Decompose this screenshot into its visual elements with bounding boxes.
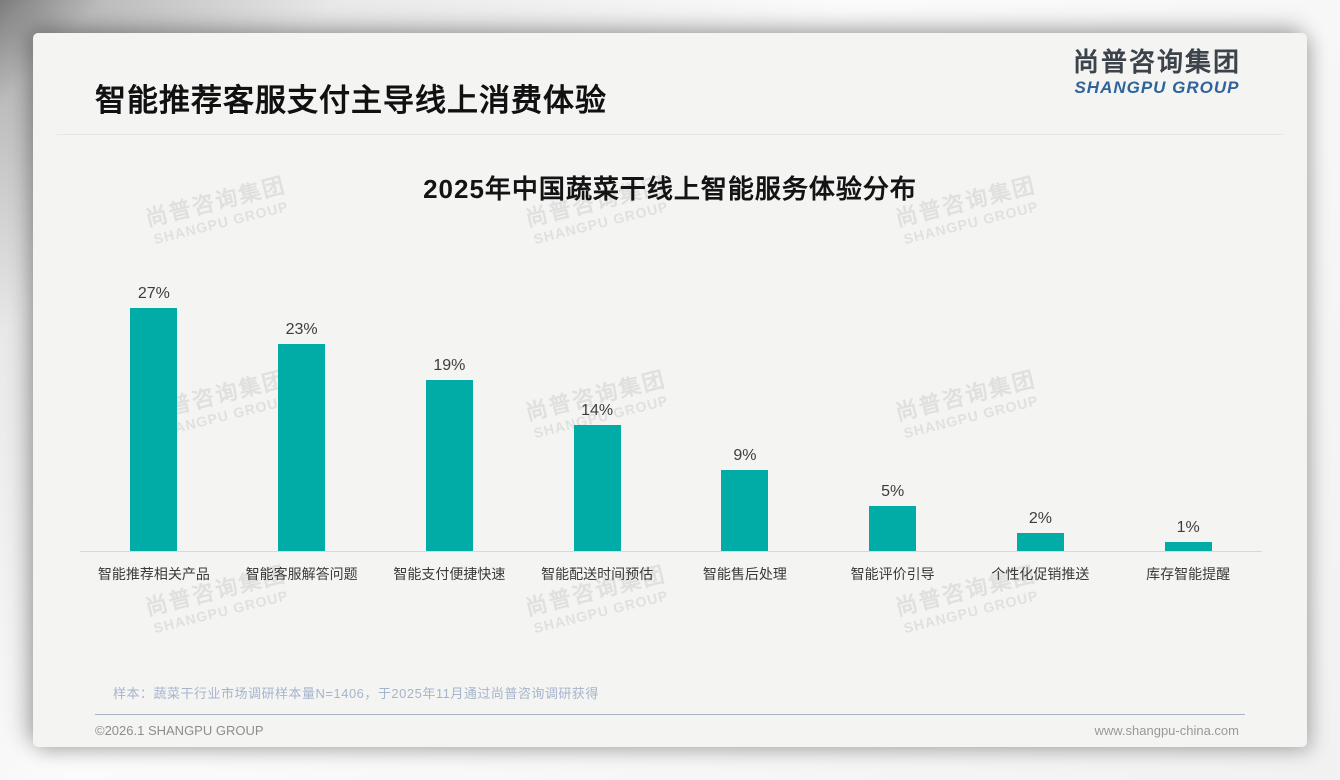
- watermark-english-text: SHANGPU GROUP: [532, 587, 671, 637]
- bar: [573, 425, 621, 551]
- sample-footnote: 样本：蔬菜干行业市场调研样本量N=1406，于2025年11月通过尚普咨询调研获…: [113, 686, 599, 701]
- category-label: 智能售后处理: [702, 566, 787, 582]
- bar: [721, 470, 769, 551]
- category-label: 智能配送时间预估: [541, 566, 654, 582]
- page-title: 智能推荐客服支付主导线上消费体验: [95, 83, 607, 118]
- website-url: www.shangpu-china.com: [1094, 723, 1239, 738]
- bar-chart: 27% 23% 19% 14% 9% 5% 2% 1%: [80, 262, 1262, 552]
- bar-column: 19%: [376, 262, 524, 551]
- bar-value-label: 9%: [733, 447, 757, 464]
- bar-value-label: 5%: [881, 483, 905, 500]
- category-label: 智能支付便捷快速: [393, 566, 506, 582]
- company-logo: 尚普咨询集团 SHANGPU GROUP: [1072, 47, 1241, 97]
- category-label: 智能客服解答问题: [245, 566, 358, 582]
- copyright-text: ©2026.1 SHANGPU GROUP: [95, 723, 264, 738]
- bar: [130, 308, 178, 551]
- bar-value-label: 1%: [1176, 519, 1200, 536]
- category-label: 库存智能提醒: [1146, 566, 1231, 582]
- bar-column: 23%: [228, 262, 376, 551]
- bar-column: 9%: [671, 262, 819, 551]
- bar-value-label: 19%: [433, 357, 466, 374]
- watermark-english-text: SHANGPU GROUP: [152, 587, 291, 637]
- bar-value-label: 2%: [1028, 510, 1052, 527]
- bar-column: 14%: [523, 262, 671, 551]
- category-label: 智能推荐相关产品: [97, 566, 210, 582]
- bar-value-label: 27%: [137, 285, 170, 302]
- bar: [278, 344, 326, 551]
- category-label: 智能评价引导: [850, 566, 935, 582]
- category-labels-row: 智能推荐相关产品 智能客服解答问题 智能支付便捷快速 智能配送时间预估 智能售后处理 智能…: [80, 564, 1262, 584]
- footer-divider: [95, 714, 1245, 715]
- bar: [1164, 542, 1212, 551]
- bar: [1016, 533, 1064, 551]
- category-label: 个性化促销推送: [991, 566, 1090, 582]
- bar: [869, 506, 917, 551]
- chart-title: 2025年中国蔬菜干线上智能服务体验分布: [423, 174, 917, 204]
- bar-column: 5%: [819, 262, 967, 551]
- bar-value-label: 23%: [285, 321, 318, 338]
- logo-english-text: SHANGPU GROUP: [1074, 77, 1240, 97]
- bar: [425, 380, 473, 551]
- bar-column: 2%: [967, 262, 1115, 551]
- bar-column: 1%: [1114, 262, 1262, 551]
- bar-column: 27%: [80, 262, 228, 551]
- watermark-english-text: SHANGPU GROUP: [902, 587, 1041, 637]
- bar-value-label: 14%: [581, 402, 614, 419]
- header-divider: [57, 134, 1283, 135]
- slide-card: 尚普咨询集团 SHANGPU GROUP 尚普咨询集团 SHANGPU GROUP 尚普…: [33, 33, 1307, 747]
- logo-chinese-text: 尚普咨询集团: [1072, 47, 1241, 77]
